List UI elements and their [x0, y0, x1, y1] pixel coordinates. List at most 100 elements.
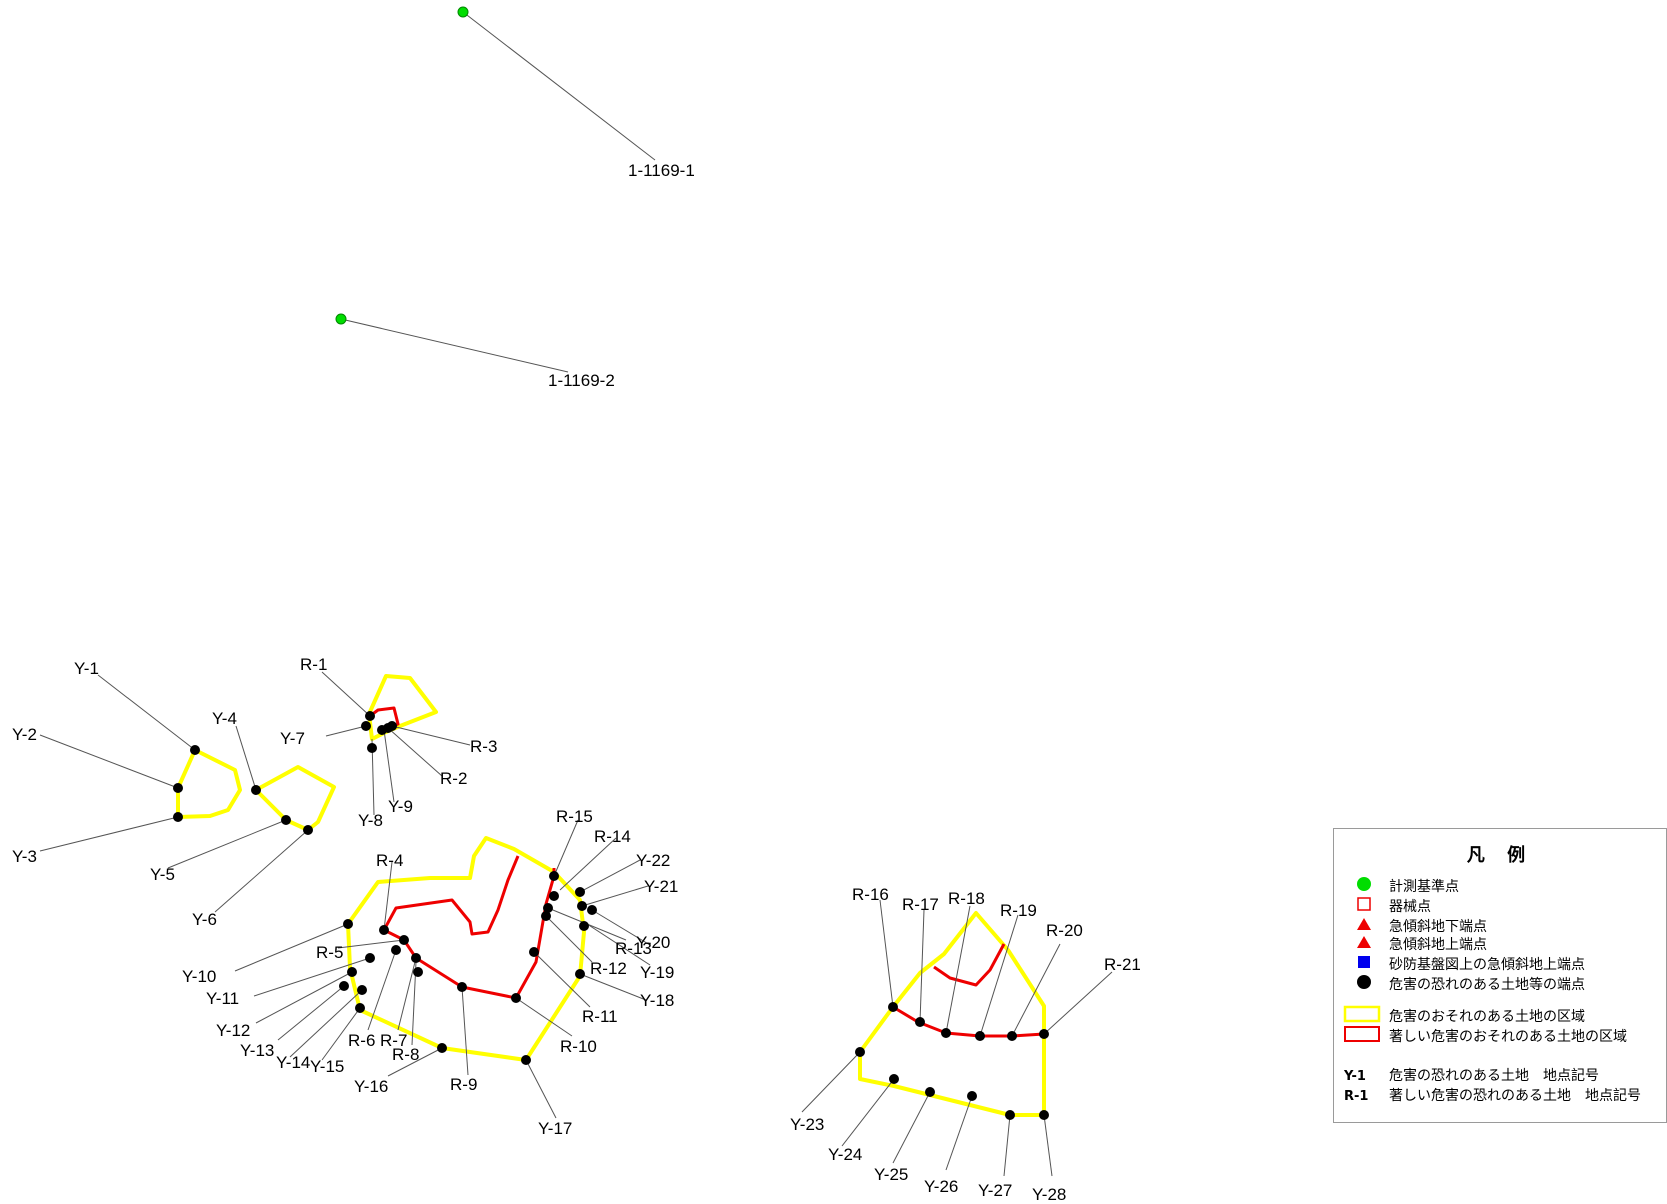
endpoint-r-20[interactable] [1007, 1031, 1017, 1041]
endpoint-y-1[interactable] [190, 745, 200, 755]
label-y-22: Y-22 [636, 851, 670, 870]
label-y-4: Y-4 [212, 709, 237, 728]
endpoint-y-13[interactable] [339, 981, 349, 991]
label-r-2: R-2 [440, 769, 467, 788]
endpoint-y-4[interactable] [251, 785, 261, 795]
red-zone-4 [933, 943, 1006, 987]
label-r-3: R-3 [470, 737, 497, 756]
endpoint-y-17[interactable] [521, 1055, 531, 1065]
endpoint-y-23[interactable] [855, 1047, 865, 1057]
label-y-9: Y-9 [388, 797, 413, 816]
endpoint-y-15[interactable] [355, 1003, 365, 1013]
endpoint-r-18[interactable] [941, 1028, 951, 1038]
endpoint-r-6[interactable] [391, 945, 401, 955]
reference-point-label-1: 1-1169-1 [628, 161, 695, 180]
legend-label: 危害のおそれのある土地の区域 [1389, 1009, 1585, 1025]
endpoint-r-3[interactable] [387, 721, 397, 731]
label-r-8: R-8 [392, 1045, 419, 1064]
red-triangle-icon [1357, 936, 1371, 948]
endpoint-r-9[interactable] [457, 982, 467, 992]
label-y-18: Y-18 [640, 991, 674, 1010]
legend-code-y-desc: 危害の恐れのある土地 地点記号 [1389, 1068, 1599, 1084]
endpoint-r-15[interactable] [549, 871, 559, 881]
endpoint-y-18[interactable] [575, 969, 585, 979]
endpoint-y-16[interactable] [437, 1043, 447, 1053]
endpoint-y-21[interactable] [577, 901, 587, 911]
label-y-8: Y-8 [358, 811, 383, 830]
endpoint-r-13[interactable] [543, 903, 553, 913]
endpoint-r-16[interactable] [888, 1002, 898, 1012]
blue-square-icon [1358, 956, 1370, 968]
endpoint-y-7[interactable] [361, 721, 371, 731]
legend-item-reference-point: 計測基準点 [1334, 875, 1667, 895]
reference-point-2[interactable] [335, 313, 347, 325]
point-labels: Y-1 Y-2 Y-3 Y-4 Y-5 Y-6 R-1 Y-7 Y-8 Y-9 … [12, 655, 1141, 1204]
endpoint-y-22[interactable] [575, 887, 585, 897]
label-y-24: Y-24 [828, 1145, 862, 1164]
red-rect-outline-icon [1344, 1026, 1380, 1042]
endpoint-y-28[interactable] [1039, 1110, 1049, 1120]
endpoint-y-12[interactable] [347, 967, 357, 977]
label-y-3: Y-3 [12, 847, 37, 866]
reference-point-1[interactable] [457, 6, 469, 18]
endpoint-y-24[interactable] [889, 1074, 899, 1084]
legend-code-r-desc: 著しい危害の恐れのある土地 地点記号 [1389, 1088, 1641, 1104]
endpoint-y-3[interactable] [173, 812, 183, 822]
endpoint-y-27[interactable] [1005, 1110, 1015, 1120]
legend-item-yellow-zone: 危害のおそれのある土地の区域 [1334, 1005, 1667, 1025]
endpoint-y-14[interactable] [357, 985, 367, 995]
endpoint-y-10[interactable] [343, 919, 353, 929]
endpoint-y-26[interactable] [967, 1091, 977, 1101]
legend-title: 凡 例 [1466, 845, 1534, 866]
endpoint-r-14[interactable] [549, 891, 559, 901]
label-y-28: Y-28 [1032, 1185, 1066, 1204]
label-y-23: Y-23 [790, 1115, 824, 1134]
legend-item-red-zone: 著しい危害のおそれのある土地の区域 [1334, 1025, 1667, 1045]
endpoint-r-4[interactable] [379, 925, 389, 935]
red-zone-3 [383, 868, 556, 1000]
endpoint-r-19[interactable] [975, 1031, 985, 1041]
endpoint-y-5[interactable] [281, 815, 291, 825]
label-r-5: R-5 [316, 943, 343, 962]
label-y-20: Y-20 [636, 933, 670, 952]
endpoint-r-8[interactable] [413, 967, 423, 977]
label-y-14: Y-14 [276, 1053, 310, 1072]
endpoint-y-2[interactable] [173, 783, 183, 793]
endpoint-y-19[interactable] [579, 921, 589, 931]
label-r-11: R-11 [582, 1007, 618, 1026]
legend-label: 著しい危害のおそれのある土地の区域 [1389, 1029, 1627, 1045]
endpoint-r-10[interactable] [511, 993, 521, 1003]
legend-item-endpoint: 危害の恐れのある土地等の端点 [1334, 973, 1667, 993]
endpoint-r-7[interactable] [411, 953, 421, 963]
legend-code-r: R-1 [1344, 1089, 1369, 1104]
legend-label: 危害の恐れのある土地等の端点 [1389, 977, 1585, 993]
endpoint-y-8[interactable] [367, 743, 377, 753]
red-triangle-icon [1357, 918, 1371, 930]
endpoint-y-25[interactable] [925, 1087, 935, 1097]
endpoint-r-12[interactable] [541, 911, 551, 921]
legend-item-instrument-point: 器械点 [1334, 895, 1667, 915]
endpoints [173, 711, 1049, 1120]
endpoint-y-11[interactable] [365, 953, 375, 963]
label-r-18: R-18 [948, 889, 985, 908]
endpoint-r-5[interactable] [399, 935, 409, 945]
legend-code-y: Y-1 [1344, 1069, 1366, 1084]
reference-points: 1-1169-1 1-1169-2 [335, 6, 695, 390]
label-y-12: Y-12 [216, 1021, 250, 1040]
legend-label: 急傾斜地上端点 [1389, 937, 1487, 953]
endpoint-r-11[interactable] [529, 947, 539, 957]
label-y-2: Y-2 [12, 725, 37, 744]
endpoint-r-17[interactable] [915, 1017, 925, 1027]
endpoint-r-21[interactable] [1039, 1029, 1049, 1039]
endpoint-y-6[interactable] [303, 825, 313, 835]
legend-item-slope-lower-end: 急傾斜地下端点 [1334, 915, 1667, 935]
yellow-zone-5 [858, 911, 1046, 1117]
legend-label: 器械点 [1389, 899, 1431, 915]
label-r-13: R-13 [615, 939, 652, 958]
legend-label: 計測基準点 [1389, 879, 1459, 895]
endpoint-y-20[interactable] [587, 905, 597, 915]
label-y-19: Y-19 [640, 963, 674, 982]
label-y-11: Y-11 [206, 989, 239, 1008]
endpoint-r-1[interactable] [365, 711, 375, 721]
yellow-zone-2 [254, 765, 336, 832]
